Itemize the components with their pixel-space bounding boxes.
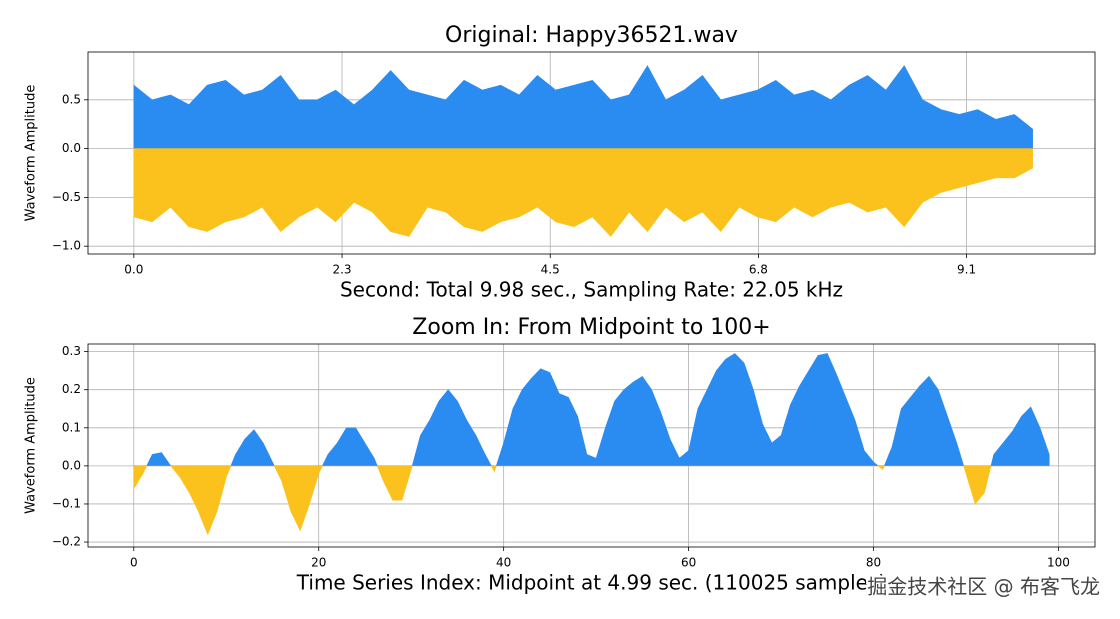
- plot-area: [133, 353, 1050, 536]
- chart-title: Zoom In: From Midpoint to 100+: [412, 315, 770, 340]
- x-tick-label: 6.8: [749, 263, 768, 277]
- y-tick-label: 0.2: [62, 382, 81, 396]
- axes-frame: [87, 51, 1096, 255]
- x-axis-label: Second: Total 9.98 sec., Sampling Rate: …: [340, 278, 843, 302]
- x-tick-label: 0: [130, 556, 138, 570]
- x-tick-label: 0.0: [124, 263, 143, 277]
- watermark: 掘金技术社区 @ 布客飞龙: [867, 575, 1100, 599]
- y-tick-label: −1.0: [52, 239, 81, 253]
- area-negative: [133, 465, 1050, 536]
- area: [133, 65, 1033, 149]
- x-axis-label: Time Series Index: Midpoint at 4.99 sec.…: [296, 571, 886, 595]
- y-axis-label: Waveform Amplitude: [24, 377, 39, 514]
- area: [133, 148, 1033, 237]
- y-tick-label: 0.0: [62, 458, 81, 472]
- y-tick-label: −0.1: [52, 496, 81, 510]
- x-tick-label: 4.5: [541, 263, 560, 277]
- area-positive: [133, 353, 1050, 466]
- plot-area: [133, 65, 1033, 237]
- chart-title: Original: Happy36521.wav: [445, 23, 738, 48]
- y-tick-label: 0.3: [62, 344, 81, 358]
- x-tick-label: 60: [681, 556, 696, 570]
- y-tick-label: 0.0: [62, 141, 81, 155]
- y-tick-label: −0.2: [52, 535, 81, 549]
- x-tick-label: 80: [866, 556, 881, 570]
- x-tick-label: 2.3: [332, 263, 351, 277]
- y-tick-label: 0.1: [62, 420, 81, 434]
- x-tick-label: 9.1: [957, 263, 976, 277]
- x-tick-label: 20: [311, 556, 326, 570]
- axes-frame: [87, 343, 1096, 548]
- y-axis-label: Waveform Amplitude: [24, 85, 39, 222]
- x-tick-label: 100: [1047, 556, 1070, 570]
- y-tick-label: −0.5: [52, 190, 81, 204]
- x-tick-label: 40: [496, 556, 511, 570]
- y-tick-label: 0.5: [62, 92, 81, 106]
